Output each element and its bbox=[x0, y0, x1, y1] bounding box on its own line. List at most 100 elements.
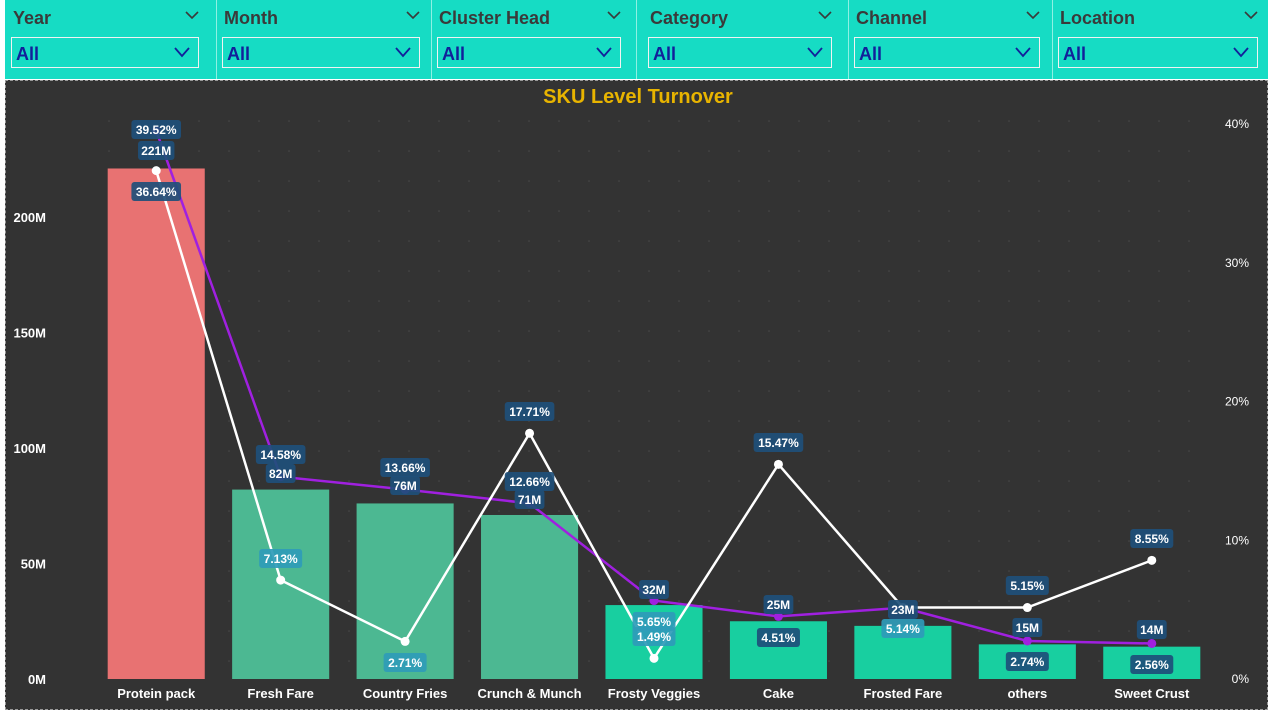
grid-dot bbox=[978, 570, 980, 572]
grid-dot bbox=[498, 450, 500, 452]
grid-dot bbox=[798, 180, 800, 182]
chevron-down-icon[interactable] bbox=[1026, 10, 1040, 20]
grid-dot bbox=[1158, 420, 1160, 422]
chevron-down-icon[interactable] bbox=[607, 10, 621, 20]
grid-dot bbox=[1068, 210, 1070, 212]
grid-dot bbox=[288, 240, 290, 242]
bar-1 bbox=[107, 168, 205, 679]
grid-dot bbox=[288, 420, 290, 422]
filter-dropdown-location[interactable]: All bbox=[1058, 37, 1258, 68]
chevron-down-icon[interactable] bbox=[1244, 10, 1258, 20]
data-label-text: 2.71% bbox=[388, 656, 422, 670]
grid-dot bbox=[978, 360, 980, 362]
grid-dot bbox=[438, 450, 440, 452]
grid-dot bbox=[1068, 120, 1070, 122]
grid-dot bbox=[1098, 210, 1100, 212]
grid-dot bbox=[408, 210, 410, 212]
grid-dot bbox=[1128, 450, 1130, 452]
grid-dot bbox=[978, 210, 980, 212]
grid-dot bbox=[1068, 150, 1070, 152]
grid-dot bbox=[798, 150, 800, 152]
grid-dot bbox=[618, 270, 620, 272]
grid-dot bbox=[1008, 180, 1010, 182]
chevron-down-icon bbox=[395, 47, 411, 58]
filter-dropdown-channel[interactable]: All bbox=[854, 37, 1040, 68]
grid-dot bbox=[228, 630, 230, 632]
grid-dot bbox=[228, 180, 230, 182]
grid-dot bbox=[588, 330, 590, 332]
filter-dropdown-year[interactable]: All bbox=[11, 37, 199, 68]
grid-dot bbox=[438, 270, 440, 272]
grid-dot bbox=[858, 180, 860, 182]
data-label-bg bbox=[390, 476, 421, 495]
grid-dot bbox=[1158, 330, 1160, 332]
grid-dot bbox=[858, 150, 860, 152]
grid-dot bbox=[708, 150, 710, 152]
filter-separator bbox=[636, 0, 637, 79]
filter-label-month: Month bbox=[224, 8, 278, 28]
grid-dot bbox=[258, 300, 260, 302]
grid-dot bbox=[588, 660, 590, 662]
grid-dot bbox=[1038, 600, 1040, 602]
y-right-tick-label: 10% bbox=[1225, 533, 1249, 547]
grid-dot bbox=[228, 450, 230, 452]
data-label: 4.51% bbox=[756, 628, 800, 647]
grid-dot bbox=[558, 300, 560, 302]
x-tick-label: Crunch & Munch bbox=[478, 686, 582, 701]
grid-dot bbox=[858, 600, 860, 602]
grid-dot bbox=[978, 240, 980, 242]
grid-dot bbox=[198, 150, 200, 152]
grid-dot bbox=[1038, 330, 1040, 332]
data-label: 32M bbox=[639, 580, 669, 599]
chevron-down-icon[interactable] bbox=[185, 10, 199, 20]
y-right-tick-label: 40% bbox=[1225, 117, 1249, 131]
grid-dot bbox=[498, 270, 500, 272]
grid-dot bbox=[288, 210, 290, 212]
filter-dropdown-month[interactable]: All bbox=[222, 37, 420, 68]
grid-dot bbox=[558, 510, 560, 512]
grid-dot bbox=[1098, 180, 1100, 182]
data-label-text: 76M bbox=[393, 479, 416, 493]
filter-dropdown-category[interactable]: All bbox=[648, 37, 832, 68]
grid-dot bbox=[588, 480, 590, 482]
grid-dot bbox=[738, 360, 740, 362]
grid-dot bbox=[498, 390, 500, 392]
grid-dot bbox=[858, 300, 860, 302]
grid-dot bbox=[1098, 330, 1100, 332]
grid-dot bbox=[1068, 390, 1070, 392]
grid-dot bbox=[738, 600, 740, 602]
grid-dot bbox=[258, 120, 260, 122]
grid-dot bbox=[978, 600, 980, 602]
data-label: 2.71% bbox=[383, 653, 427, 672]
data-label-bg bbox=[131, 120, 182, 139]
line-point-2 bbox=[1022, 603, 1032, 613]
grid-dot bbox=[438, 120, 440, 122]
data-label-text: 7.13% bbox=[264, 552, 298, 566]
grid-dot bbox=[888, 390, 890, 392]
grid-dot bbox=[1068, 480, 1070, 482]
line-point-2 bbox=[525, 428, 535, 438]
filter-dropdown-cluster-head[interactable]: All bbox=[437, 37, 621, 68]
chevron-down-icon[interactable] bbox=[406, 10, 420, 20]
grid-dot bbox=[378, 120, 380, 122]
chevron-down-icon[interactable] bbox=[818, 10, 832, 20]
line-point-2 bbox=[400, 636, 410, 646]
grid-dot bbox=[858, 270, 860, 272]
grid-dot bbox=[798, 480, 800, 482]
grid-dot bbox=[228, 150, 230, 152]
grid-dot bbox=[348, 270, 350, 272]
grid-dot bbox=[708, 420, 710, 422]
grid-dot bbox=[708, 390, 710, 392]
grid-dot bbox=[828, 180, 830, 182]
bar-4 bbox=[481, 514, 579, 679]
grid-dot bbox=[258, 330, 260, 332]
grid-dot bbox=[678, 240, 680, 242]
grid-dot bbox=[1038, 120, 1040, 122]
grid-dot bbox=[108, 150, 110, 152]
grid-dot bbox=[1098, 300, 1100, 302]
grid-dot bbox=[378, 360, 380, 362]
grid-dot bbox=[648, 270, 650, 272]
grid-dot bbox=[678, 180, 680, 182]
grid-dot bbox=[1008, 450, 1010, 452]
grid-dot bbox=[318, 360, 320, 362]
